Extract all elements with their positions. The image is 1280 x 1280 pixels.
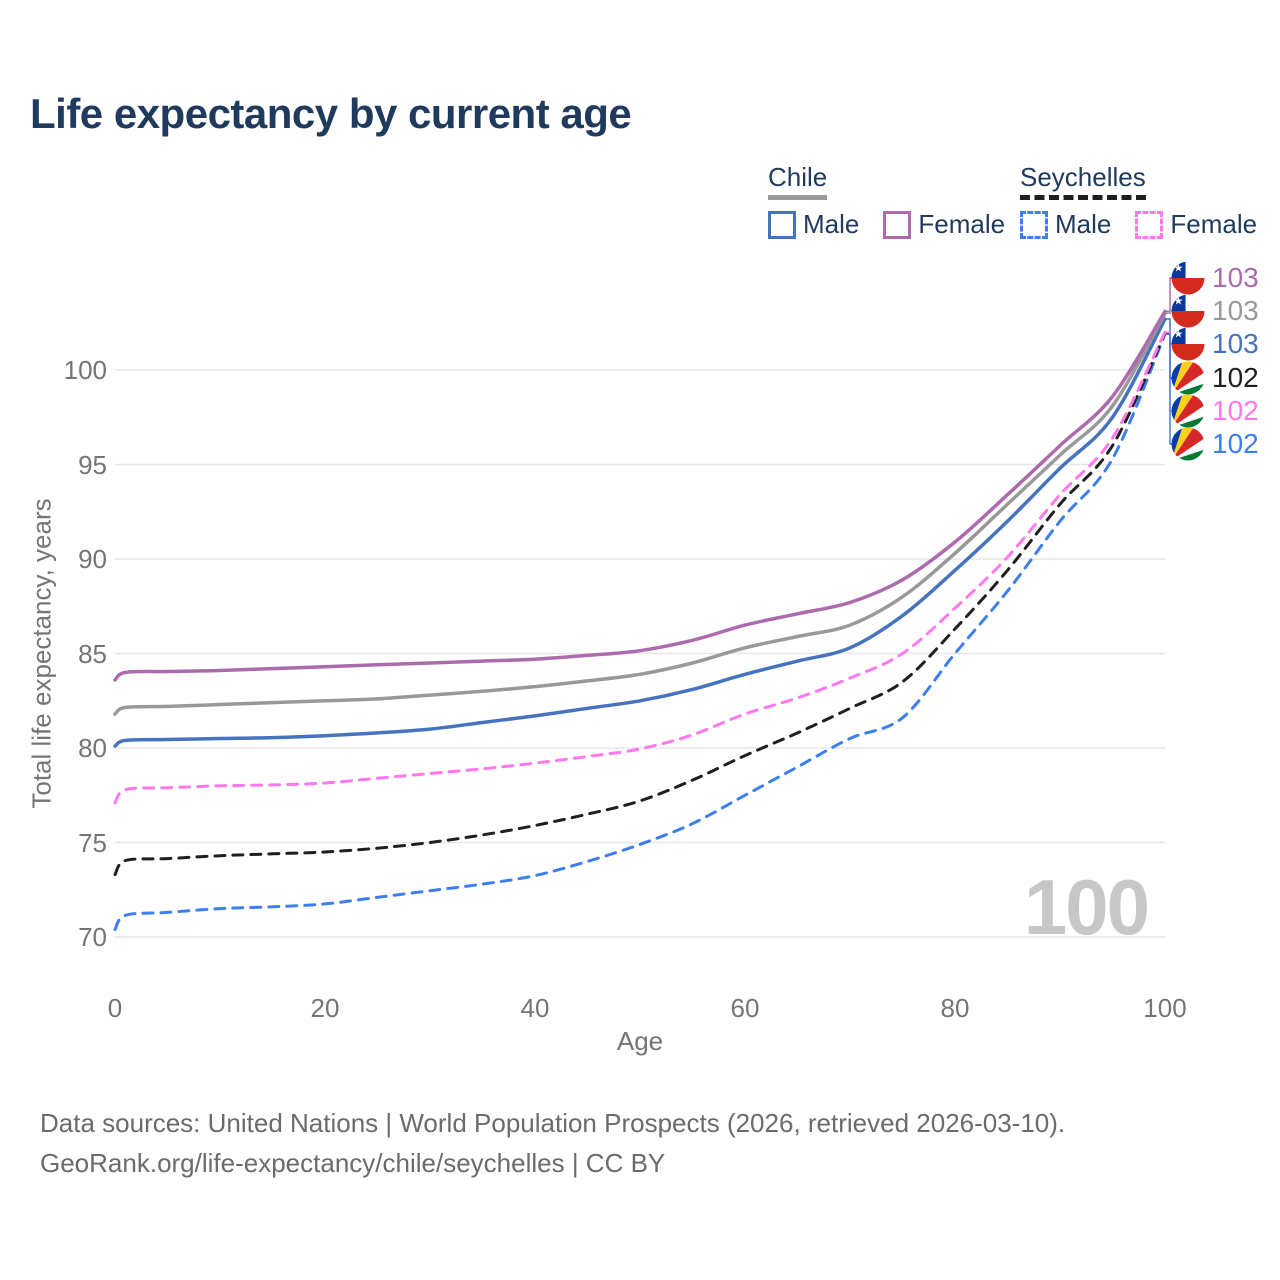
chile-flag-icon: ★ — [1171, 261, 1205, 295]
x-axis-title: Age — [616, 1026, 664, 1056]
footer-attribution: GeoRank.org/life-expectancy/chile/seyche… — [40, 1148, 666, 1178]
seychelles-flag-icon — [1171, 361, 1205, 395]
y-tick-95: 95 — [78, 449, 107, 480]
end-value-label-chile_both: 103 — [1212, 295, 1259, 326]
y-tick-70: 70 — [78, 922, 107, 952]
legend-label-chile-male[interactable]: Male — [803, 209, 860, 239]
series-line-chile_both[interactable] — [113, 311, 1167, 716]
x-tick-0: 0 — [107, 993, 123, 1023]
chile-flag-icon: ★ — [1171, 327, 1205, 361]
legend-swatch-chile-male[interactable] — [768, 210, 796, 239]
y-tick-80: 80 — [78, 733, 107, 763]
page-title: Life expectancy by current age — [30, 90, 632, 137]
legend-group-seychelles: Seychelles Male Female — [1020, 162, 1257, 240]
legend-swatch-seychelles-male[interactable] — [1020, 210, 1048, 239]
legend-swatch-chile-female[interactable] — [883, 210, 912, 239]
footer-sources: Data sources: United Nations | World Pop… — [40, 1108, 1066, 1138]
series-line-seychelles_female[interactable] — [113, 330, 1167, 805]
end-value-label-seychelles_both: 102 — [1212, 362, 1259, 393]
end-label-leader-seychelles_both — [1165, 332, 1172, 379]
legend-swatch-seychelles-female[interactable] — [1135, 210, 1164, 239]
svg-text:★: ★ — [1173, 296, 1183, 308]
end-value-label-seychelles_male: 102 — [1212, 428, 1259, 459]
legend-label-chile-female[interactable]: Female — [918, 209, 1006, 239]
svg-text:★: ★ — [1173, 329, 1183, 341]
series-line-seychelles_both[interactable] — [113, 331, 1167, 877]
x-tick-60: 60 — [730, 993, 760, 1023]
chile-flag-icon: ★ — [1171, 294, 1205, 328]
end-label-leader-chile_both — [1165, 310, 1172, 315]
x-tick-20: 20 — [310, 993, 340, 1023]
x-tick-40: 40 — [520, 993, 550, 1023]
y-tick-100: 100 — [63, 355, 107, 385]
x-tick-100: 100 — [1143, 993, 1187, 1023]
svg-text:★: ★ — [1173, 263, 1183, 275]
series-line-chile_male[interactable] — [113, 317, 1167, 748]
legend-country-chile[interactable]: Chile — [768, 162, 828, 200]
legend-label-seychelles-female[interactable]: Female — [1170, 209, 1258, 239]
seychelles-flag-icon — [1171, 427, 1205, 461]
series-line-seychelles_male[interactable] — [113, 332, 1167, 931]
y-tick-85: 85 — [78, 638, 107, 669]
end-value-label-seychelles_female: 102 — [1212, 395, 1259, 426]
legend-label-seychelles-male[interactable]: Male — [1055, 209, 1112, 239]
end-label-leader-seychelles_male — [1165, 333, 1172, 445]
series-line-chile_female[interactable] — [113, 309, 1167, 682]
legend-group-chile: Chile Male Female — [768, 162, 1005, 240]
y-tick-90: 90 — [78, 544, 107, 574]
end-label-leader-chile_female — [1165, 277, 1172, 313]
age-watermark: 100 — [1023, 863, 1150, 951]
x-tick-80: 80 — [940, 993, 970, 1023]
end-value-label-chile_female: 103 — [1212, 262, 1259, 293]
legend-country-seychelles[interactable]: Seychelles — [1020, 162, 1146, 200]
y-tick-75: 75 — [78, 827, 107, 858]
seychelles-flag-icon — [1171, 394, 1205, 428]
end-value-label-chile_male: 103 — [1212, 328, 1259, 359]
